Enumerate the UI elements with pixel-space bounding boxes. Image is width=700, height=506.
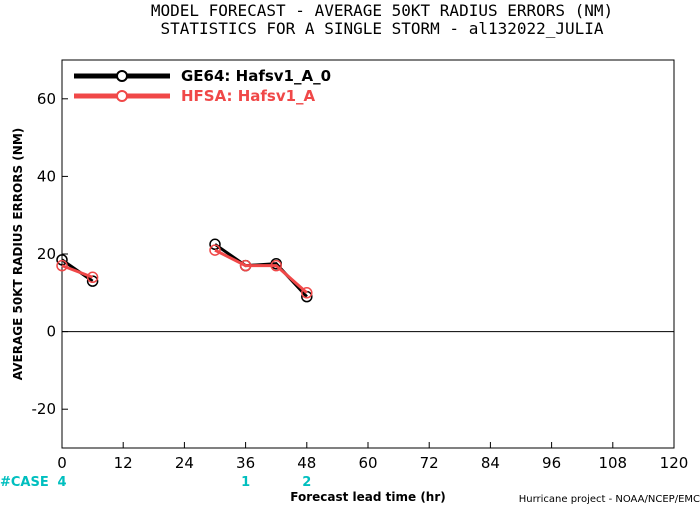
x-tick-label: 12 bbox=[114, 454, 133, 472]
series-line-segment bbox=[214, 248, 308, 294]
y-tick-label: -20 bbox=[32, 400, 57, 418]
case-label: #CASE bbox=[0, 475, 49, 490]
y-axis-label: AVERAGE 50KT RADIUS ERRORS (NM) bbox=[11, 128, 25, 380]
series-hfsa bbox=[56, 244, 313, 299]
x-tick-label: 24 bbox=[175, 454, 194, 472]
y-tick-label: 60 bbox=[37, 90, 56, 108]
data-point-marker bbox=[209, 238, 221, 251]
x-tick-label: 120 bbox=[660, 454, 689, 472]
legend: GE64: Hafsv1_A_0 HFSA: Hafsv1_A bbox=[74, 67, 331, 105]
x-tick-label: 96 bbox=[542, 454, 561, 472]
legend-swatch-marker-hfsa bbox=[116, 90, 128, 102]
case-count: 1 bbox=[241, 475, 250, 490]
x-tick-label: 72 bbox=[420, 454, 439, 472]
data-point-marker bbox=[86, 271, 99, 284]
x-tick-label: 48 bbox=[297, 454, 316, 472]
legend-label-ge64: GE64: Hafsv1_A_0 bbox=[181, 67, 331, 85]
y-tick-label: 0 bbox=[46, 323, 56, 341]
data-point-marker bbox=[270, 259, 282, 272]
chart-subtitle: STATISTICS FOR A SINGLE STORM - al132022… bbox=[160, 19, 603, 38]
legend-label-hfsa: HFSA: Hafsv1_A bbox=[181, 87, 316, 105]
data-point-marker bbox=[56, 254, 68, 266]
x-axis-label: Forecast lead time (hr) bbox=[290, 490, 446, 504]
plot-frame bbox=[61, 59, 675, 449]
legend-swatch-marker-ge64 bbox=[116, 70, 128, 82]
data-point-marker bbox=[301, 287, 313, 299]
credit-text: Hurricane project - NOAA/NCEP/EMC bbox=[519, 494, 700, 505]
series-line-segment bbox=[214, 243, 308, 298]
x-tick-label: 60 bbox=[358, 454, 377, 472]
data-point-marker bbox=[209, 244, 221, 256]
y-tick-label: 40 bbox=[37, 167, 56, 185]
chart-title: MODEL FORECAST - AVERAGE 50KT RADIUS ERR… bbox=[151, 1, 613, 20]
data-point-marker bbox=[239, 259, 252, 272]
x-tick-label: 0 bbox=[57, 454, 67, 472]
x-tick-label: 108 bbox=[598, 454, 627, 472]
x-tick-label: 84 bbox=[481, 454, 500, 472]
y-tick-label: 20 bbox=[37, 245, 56, 263]
case-count: 2 bbox=[302, 475, 311, 490]
data-point-marker bbox=[56, 259, 68, 272]
case-count: 4 bbox=[57, 475, 66, 490]
x-tick-label: 36 bbox=[236, 454, 255, 472]
